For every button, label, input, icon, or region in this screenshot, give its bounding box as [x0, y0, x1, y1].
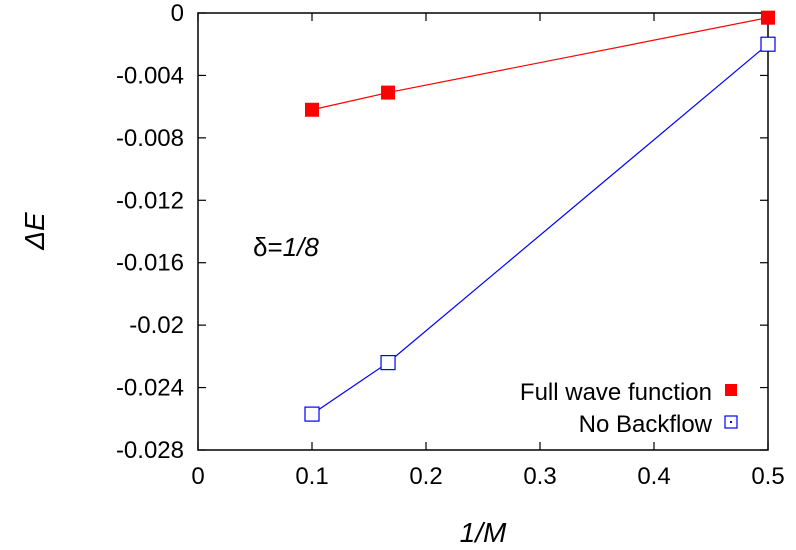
axis-ticks: 0 0.1 0.2 0.3 0.4 0.5 0 -0.004 -0.008 -0.012 -0.01… — [116, 0, 785, 490]
y-axis-title: ΔE — [19, 212, 50, 251]
y-tick-label: -0.012 — [116, 187, 184, 214]
data-point-full-wave-function — [305, 102, 319, 117]
y-tick-label: -0.016 — [116, 250, 184, 277]
data-point-no-backflow — [304, 406, 320, 422]
legend-marker-dot-no-backflow — [730, 421, 732, 423]
data-point-full-wave-function — [381, 85, 396, 100]
legend-label-full-wave-function: Full wave function — [520, 379, 712, 406]
y-tick-label: -0.004 — [116, 62, 184, 89]
y-tick-label: -0.02 — [129, 312, 184, 339]
legend-marker-full-wave-function — [725, 384, 737, 396]
plot-area-frame — [197, 12, 769, 451]
y-tick-label: -0.008 — [116, 125, 184, 152]
x-tick-label: 0.3 — [523, 463, 556, 490]
data-point-full-wave-function — [761, 10, 775, 25]
legend: Full wave function No Backflow — [520, 379, 738, 438]
series-line-no-backflow — [311, 43, 769, 415]
x-axis-title: 1/M — [460, 517, 507, 548]
x-tick-label: 0.1 — [295, 463, 328, 490]
x-tick-label: 0.5 — [751, 463, 784, 490]
legend-label-no-backflow: No Backflow — [579, 411, 713, 438]
delta-annotation: δ=1/8 — [253, 232, 319, 262]
data-point-no-backflow — [760, 36, 776, 52]
x-tick-label: 0 — [191, 463, 204, 490]
series-line-full-wave-function — [311, 17, 769, 111]
y-tick-label: -0.024 — [116, 375, 184, 402]
delta-annotation-prefix: δ= — [253, 232, 283, 262]
y-tick-label: -0.028 — [116, 437, 184, 464]
x-tick-label: 0.4 — [637, 463, 670, 490]
y-tick-label: 0 — [171, 0, 184, 27]
delta-annotation-value: 1/8 — [283, 232, 320, 262]
x-tick-label: 0.2 — [409, 463, 442, 490]
series-layer — [304, 10, 776, 422]
data-point-no-backflow — [380, 355, 396, 371]
